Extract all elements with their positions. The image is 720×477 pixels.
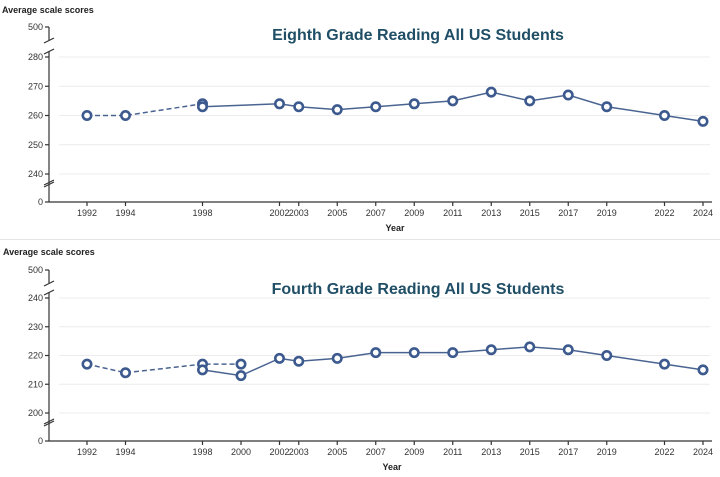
- data-point: [447, 95, 459, 107]
- x-tick-label: 1998: [192, 208, 212, 218]
- y-tick-label: 220: [28, 351, 43, 361]
- data-point: [331, 352, 343, 364]
- data-point: [485, 344, 497, 356]
- data-point: [408, 98, 420, 110]
- data-point: [197, 101, 209, 113]
- y-tick-label: 240: [28, 169, 43, 179]
- x-tick-label: 2005: [327, 208, 347, 218]
- chart-title: Eighth Grade Reading All US Students: [272, 27, 564, 44]
- x-tick-label: 1994: [115, 447, 135, 457]
- x-tick-label: 2017: [558, 447, 578, 457]
- x-tick-label: 2022: [654, 208, 674, 218]
- data-point: [562, 344, 574, 356]
- axis-break-mark: [43, 280, 55, 287]
- data-point: [658, 358, 670, 370]
- data-point: [370, 101, 382, 113]
- data-point: [601, 101, 613, 113]
- data-point: [293, 355, 305, 367]
- data-point: [81, 358, 93, 370]
- chart-title: Fourth Grade Reading All US Students: [272, 281, 565, 298]
- x-tick-label: 2003: [289, 447, 309, 457]
- y-tick-label: 250: [28, 140, 43, 150]
- y-tick-label: 0: [38, 197, 43, 207]
- data-point: [120, 367, 132, 379]
- x-tick-label: 1992: [77, 447, 97, 457]
- x-tick-label: 2000: [231, 447, 251, 457]
- data-point: [370, 347, 382, 359]
- data-point: [120, 110, 132, 122]
- data-point: [235, 358, 247, 370]
- data-point: [562, 89, 574, 101]
- y-tick-label: 200: [28, 408, 43, 418]
- x-tick-label: 1994: [115, 208, 135, 218]
- x-tick-label: 2011: [443, 208, 462, 218]
- data-point: [697, 364, 709, 376]
- y-axis-label: Average scale scores: [2, 5, 94, 15]
- x-axis-label: Year: [382, 462, 402, 472]
- x-axis-label: Year: [385, 223, 405, 233]
- x-tick-label: 2019: [597, 208, 617, 218]
- x-tick-label: 2007: [366, 447, 386, 457]
- x-tick-label: 2009: [404, 447, 424, 457]
- x-tick-label: 2015: [520, 447, 540, 457]
- x-tick-label: 2002: [269, 447, 289, 457]
- data-point: [293, 101, 305, 113]
- data-point: [408, 347, 420, 359]
- axis-break-mark: [43, 179, 55, 186]
- x-tick-label: 2022: [654, 447, 674, 457]
- data-point: [197, 364, 209, 376]
- x-tick-label: 2007: [366, 208, 386, 218]
- x-tick-label: 2003: [289, 208, 309, 218]
- x-tick-label: 1998: [192, 447, 212, 457]
- eighth-grade-chart: Average scale scores Eighth Grade Readin…: [2, 5, 713, 233]
- data-point: [485, 86, 497, 98]
- y-tick-label: 280: [28, 52, 43, 62]
- data-point: [524, 341, 536, 353]
- axis-break-mark: [43, 48, 55, 55]
- x-tick-label: 2024: [693, 447, 713, 457]
- data-point: [235, 370, 247, 382]
- data-point: [273, 352, 285, 364]
- axis-break-mark: [43, 289, 55, 296]
- data-point: [524, 95, 536, 107]
- x-tick-label: 2019: [597, 447, 617, 457]
- y-tick-label: 240: [28, 293, 43, 303]
- y-tick-label: 260: [28, 111, 43, 121]
- x-tick-label: 2013: [481, 208, 501, 218]
- axis-break-mark: [43, 418, 55, 425]
- x-tick-label: 2024: [693, 208, 713, 218]
- data-point: [273, 98, 285, 110]
- x-tick-label: 2015: [520, 208, 540, 218]
- y-tick-label: 270: [28, 81, 43, 91]
- axis-break-mark: [43, 37, 55, 44]
- axis-break-mark: [43, 181, 55, 188]
- y-tick-label: 230: [28, 322, 43, 332]
- y-tick-label: 500: [28, 22, 43, 32]
- data-point: [697, 115, 709, 127]
- data-point: [658, 110, 670, 122]
- y-axis-label: Average scale scores: [3, 247, 95, 257]
- fourth-grade-chart: Average scale scores Fourth Grade Readin…: [3, 247, 713, 472]
- x-tick-label: 2011: [443, 447, 462, 457]
- y-tick-label: 0: [38, 436, 43, 446]
- x-tick-label: 2009: [404, 208, 424, 218]
- data-point: [447, 347, 459, 359]
- x-tick-label: 2013: [481, 447, 501, 457]
- y-tick-label: 500: [28, 265, 43, 275]
- data-point: [601, 349, 613, 361]
- dashed-series-line: [86, 363, 241, 374]
- dashed-series-line: [87, 103, 203, 117]
- data-point: [81, 110, 93, 122]
- data-point: [331, 104, 343, 116]
- y-tick-label: 210: [28, 379, 43, 389]
- x-tick-label: 2002: [269, 208, 289, 218]
- x-tick-label: 2005: [327, 447, 347, 457]
- x-tick-label: 2017: [558, 208, 578, 218]
- axis-break-mark: [43, 420, 55, 427]
- x-tick-label: 1992: [77, 208, 97, 218]
